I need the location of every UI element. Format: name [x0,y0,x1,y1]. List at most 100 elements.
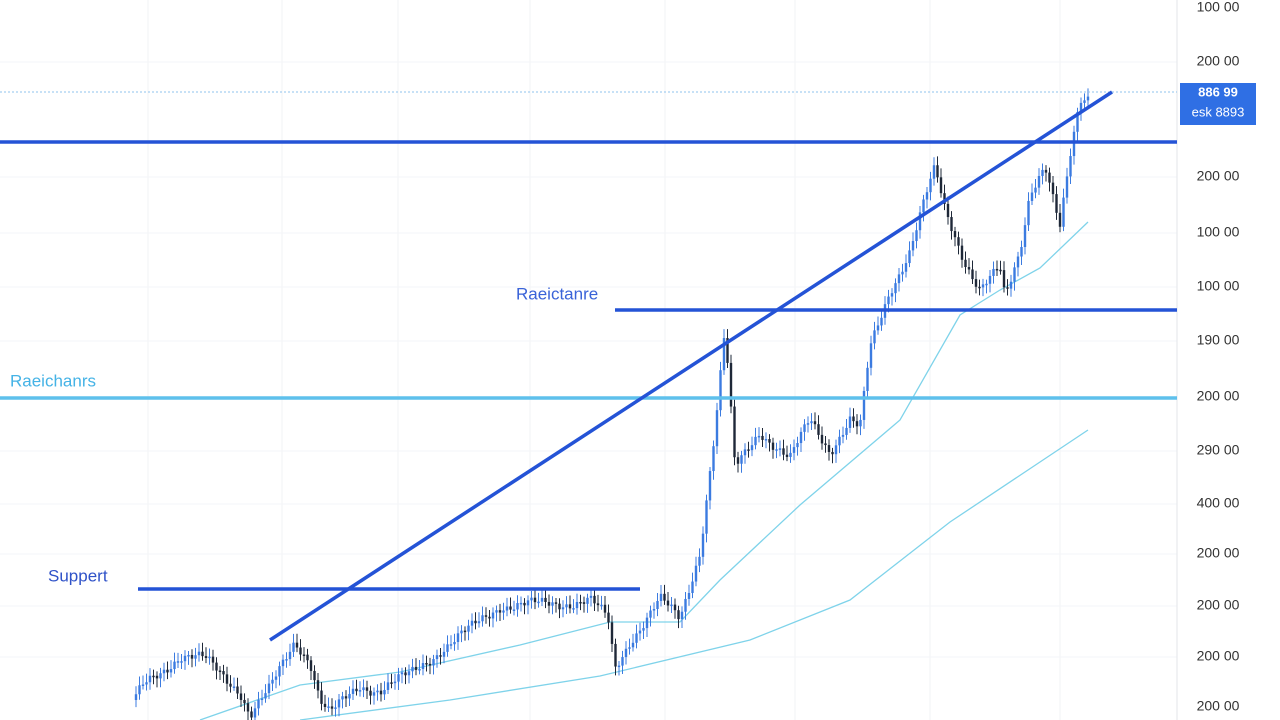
candle-body [974,279,978,287]
candle-body [607,612,610,623]
candle-body [372,692,376,696]
axis-label: 190 00 [1197,332,1240,348]
candle-body [488,616,491,619]
candle-body [848,416,852,428]
candle-body [523,602,526,606]
axis-label: 200 00 [1197,698,1240,714]
axis-label: 200 00 [1197,168,1240,184]
candle-body [894,283,897,294]
candle-body [428,663,432,666]
candle-body [1002,270,1006,288]
candle-body [1013,267,1016,282]
candle-body [1051,182,1055,195]
candle-body [341,696,344,700]
candle-body [733,406,736,458]
candle-body [544,597,547,602]
candle-body [775,449,778,451]
candle-body [393,681,397,684]
axis-label: 200 00 [1197,388,1240,404]
candle-body [141,684,145,686]
candle-body [369,690,372,696]
candle-body [1058,212,1062,227]
candle-body [565,604,568,608]
candle-body [456,633,460,642]
candle-body [260,698,264,701]
resistance-label-light: Raeichanrs [10,371,96,390]
candle-body [187,654,190,657]
candle-body [320,690,323,704]
candle-body [782,448,785,455]
candle-body [1055,194,1058,213]
candle-body [796,443,799,448]
candle-body [740,455,743,464]
candle-body [617,665,621,668]
candle-body [292,642,295,652]
candle-body [789,452,792,457]
candle-body [824,443,827,446]
candle-body [134,694,138,700]
candle-body [1086,96,1090,101]
candle-body [404,672,407,676]
candle-body [897,274,901,284]
candle-body [666,600,670,606]
candle-body [218,670,222,673]
candle-body [603,604,607,613]
candle-body [701,533,705,557]
candle-body [698,556,701,566]
candle-body [516,603,519,610]
candle-body [512,609,516,611]
candle-body [554,602,558,604]
candle-body [1023,225,1027,247]
axis-label: 100 00 [1197,278,1240,294]
candle-body [148,675,152,683]
candle-body [855,421,859,427]
candle-body [841,434,845,437]
candle-body [694,565,698,582]
candle-body [463,630,467,633]
candle-body [575,601,579,609]
axis-label: 100 00 [1197,0,1240,15]
candle-body [1034,187,1037,193]
candle-body [344,696,348,699]
candle-body [831,451,834,455]
candle-body [817,424,820,435]
candle-body [593,595,596,604]
axis-label: 200 00 [1197,648,1240,664]
candle-body [225,674,229,684]
candle-body [887,296,890,305]
candle-body [257,699,260,709]
candle-body [736,457,740,464]
candle-body [358,690,362,692]
candle-body [502,610,505,613]
candle-body [1083,100,1086,103]
candle-body [316,680,320,691]
candle-body [586,597,589,604]
candle-body [484,615,488,617]
candle-body [1016,256,1020,268]
candle-body [673,604,677,611]
candle-body [890,293,894,297]
moving-averages [199,221,1089,720]
candle-body [299,647,302,655]
candle-body [267,683,271,694]
candle-body [355,688,358,692]
candle-body [964,259,967,268]
candle-body [309,660,313,671]
candle-body [152,675,155,678]
candle-body [988,275,992,284]
candle-body [173,661,176,670]
candle-body [719,370,722,411]
candle-body [621,657,624,666]
candle-body [281,659,285,667]
candle-body [285,659,288,661]
candle-body [918,212,922,231]
candle-body [579,601,582,604]
candle-body [222,671,225,675]
candle-body [239,693,243,700]
candle-body [561,607,565,610]
candle-body [771,442,775,450]
candle-body [362,687,365,691]
candle-body [526,600,530,606]
candle-body [922,199,925,213]
